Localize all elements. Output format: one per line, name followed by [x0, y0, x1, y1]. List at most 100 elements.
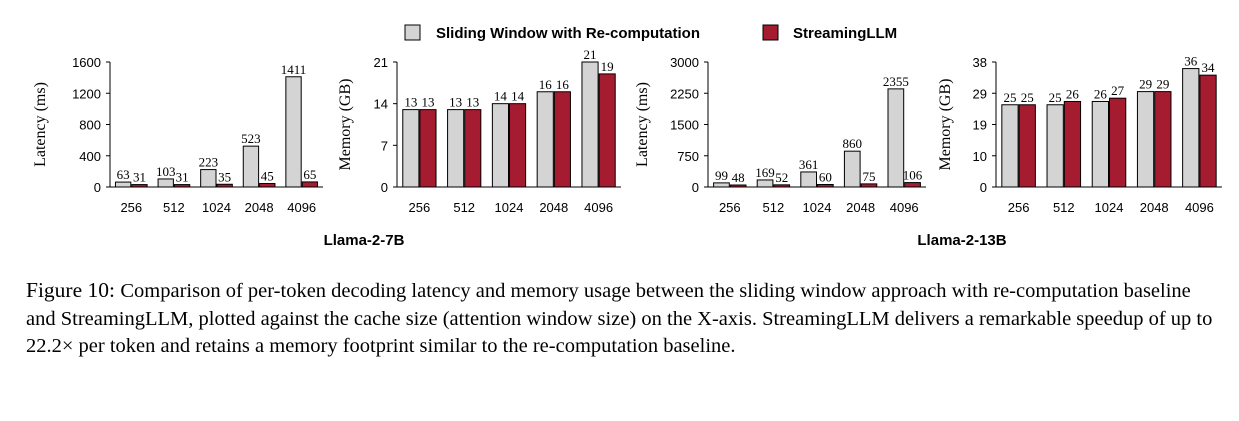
- bar-value-label: 25: [1021, 90, 1034, 105]
- x-tick-label: 512: [763, 200, 785, 215]
- y-tick-label: 3000: [670, 55, 699, 70]
- bar-streamingllm-512: [1063, 100, 1082, 188]
- y-tick-label: 38: [973, 55, 987, 70]
- bar-value-label: 14: [511, 89, 525, 104]
- bar-baseline-256: [402, 109, 420, 188]
- legend-label-streamingllm: StreamingLLM: [793, 25, 897, 42]
- bar-streamingllm-1024: [1109, 97, 1127, 188]
- bar-streamingllm-4096: [904, 182, 921, 188]
- bar-value-label: 106: [903, 168, 923, 183]
- bar-streamingllm-2048: [860, 183, 878, 188]
- bar-baseline-2048: [843, 150, 861, 188]
- y-tick-label: 1500: [670, 118, 699, 133]
- bar-value-label: 35: [218, 169, 231, 184]
- bar-baseline-512: [447, 109, 465, 188]
- y-tick-label: 29: [973, 86, 987, 101]
- y-axis-label: Latency (ms): [634, 82, 651, 167]
- bar-streamingllm-4096: [301, 181, 319, 188]
- bar-baseline-1024: [800, 171, 818, 188]
- y-tick-label: 0: [381, 180, 388, 195]
- bar-value-label: 63: [117, 167, 130, 182]
- x-tick-label: 2048: [245, 200, 274, 215]
- bar-value-label: 103: [156, 164, 176, 179]
- x-tick-label: 2048: [846, 200, 875, 215]
- bar-baseline-4096: [581, 61, 599, 188]
- chart-panel-3: 0 750 1500 2250 3000 Latency (ms) 99 48 256 169 52…: [634, 55, 926, 215]
- x-tick-label: 4096: [890, 200, 919, 215]
- bar-value-label: 26: [1066, 86, 1080, 101]
- legend-swatch-baseline: [404, 24, 421, 41]
- legend-swatch-streamingllm: [762, 24, 779, 41]
- y-tick-label: 7: [381, 138, 388, 153]
- caption-text: Comparison of per-token decoding latency…: [26, 280, 1213, 357]
- bar-value-label: 16: [539, 77, 553, 92]
- bar-value-label: 19: [601, 59, 614, 74]
- x-tick-label: 512: [1053, 200, 1075, 215]
- bar-streamingllm-512: [773, 184, 791, 188]
- bar-value-label: 45: [261, 168, 274, 183]
- bar-streamingllm-1024: [817, 184, 834, 188]
- x-tick-label: 4096: [584, 200, 613, 215]
- bar-baseline-512: [756, 179, 774, 188]
- figure: Sliding Window with Re-computation Strea…: [32, 24, 1222, 249]
- bar-value-label: 25: [1003, 90, 1016, 105]
- bar-value-label: 48: [732, 170, 745, 185]
- bar-value-label: 860: [843, 136, 863, 151]
- bar-streamingllm-512: [173, 184, 191, 188]
- y-tick-label: 0: [94, 180, 101, 195]
- bar-value-label: 52: [775, 170, 788, 185]
- bar-value-label: 65: [303, 167, 316, 182]
- y-tick-label: 800: [79, 118, 101, 133]
- x-tick-label: 4096: [1185, 200, 1214, 215]
- model-label-llama-2-7b: Llama-2-7B: [324, 232, 405, 249]
- x-tick-label: 2048: [1140, 200, 1169, 215]
- bar-value-label: 99: [715, 168, 728, 183]
- bar-baseline-1024: [200, 169, 217, 188]
- x-tick-label: 512: [453, 200, 475, 215]
- bar-value-label: 31: [133, 170, 146, 185]
- y-tick-label: 19: [973, 118, 987, 133]
- x-tick-label: 1024: [202, 200, 231, 215]
- bar-streamingllm-4096: [598, 73, 616, 188]
- bar-baseline-1024: [491, 103, 510, 188]
- bar-baseline-256: [114, 181, 132, 188]
- bar-baseline-256: [1001, 104, 1019, 188]
- bar-value-label: 13: [421, 95, 434, 110]
- bar-value-label: 16: [556, 77, 570, 92]
- bar-streamingllm-1024: [509, 103, 527, 188]
- x-tick-label: 512: [163, 200, 185, 215]
- x-tick-label: 1024: [495, 200, 524, 215]
- legend-label-baseline: Sliding Window with Re-computation: [436, 25, 700, 42]
- bar-value-label: 13: [404, 95, 417, 110]
- x-tick-label: 256: [409, 200, 431, 215]
- bar-value-label: 1411: [281, 62, 307, 77]
- x-tick-label: 256: [120, 200, 142, 215]
- bar-streamingllm-512: [464, 109, 482, 188]
- y-tick-label: 1600: [72, 55, 101, 70]
- y-tick-label: 2250: [670, 86, 699, 101]
- figure-caption: Figure 10: Comparison of per-token decod…: [26, 277, 1216, 360]
- bar-baseline-1024: [1091, 100, 1110, 188]
- bar-value-label: 13: [466, 95, 479, 110]
- bar-value-label: 13: [449, 95, 462, 110]
- y-axis-label: Latency (ms): [32, 82, 49, 167]
- bar-streamingllm-2048: [1154, 91, 1172, 188]
- bar-streamingllm-256: [1018, 104, 1036, 188]
- bar-value-label: 34: [1202, 60, 1216, 75]
- bar-baseline-4096: [887, 88, 905, 188]
- y-tick-label: 10: [973, 149, 987, 164]
- model-label-llama-2-13b: Llama-2-13B: [917, 232, 1006, 249]
- bar-baseline-4096: [285, 76, 302, 188]
- x-tick-label: 1024: [803, 200, 832, 215]
- x-tick-label: 256: [719, 200, 741, 215]
- bar-baseline-2048: [242, 145, 260, 188]
- bar-value-label: 29: [1139, 77, 1152, 92]
- bar-baseline-4096: [1182, 68, 1200, 188]
- y-tick-label: 1200: [72, 86, 101, 101]
- bar-streamingllm-4096: [1199, 74, 1217, 188]
- bar-value-label: 523: [241, 131, 261, 146]
